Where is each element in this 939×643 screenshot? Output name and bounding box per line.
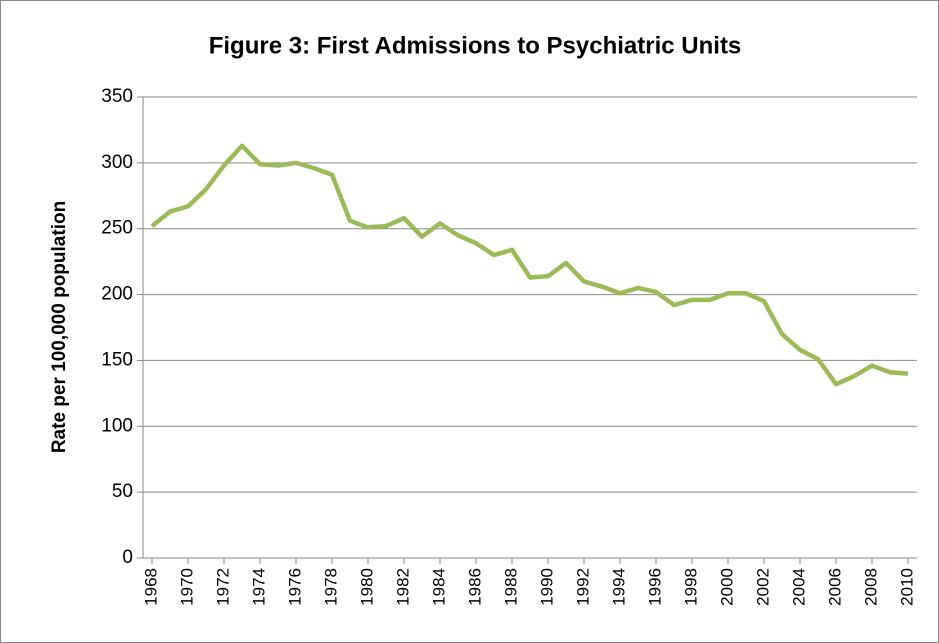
x-tick-label: 2010	[897, 568, 916, 606]
x-tick-label: 1984	[429, 568, 448, 606]
x-tick-label: 2002	[753, 568, 772, 606]
y-axis-label: Rate per 100,000 population	[49, 201, 70, 453]
y-tick-label: 150	[101, 349, 133, 370]
x-tick-label: 1978	[321, 568, 340, 606]
y-tick-label: 250	[101, 218, 133, 239]
x-tick-label: 1994	[609, 568, 628, 606]
x-tick-label: 1982	[393, 568, 412, 606]
y-tick-label: 0	[122, 547, 133, 568]
y-tick-label: 200	[101, 284, 133, 305]
y-tick-label: 100	[101, 415, 133, 436]
x-tick-label: 1990	[537, 568, 556, 606]
x-tick-label: 1986	[465, 568, 484, 606]
y-tick-label: 300	[101, 152, 133, 173]
data-line	[150, 143, 909, 387]
x-tick-label: 1996	[645, 568, 664, 606]
x-tick-label: 1968	[141, 568, 160, 606]
x-tick-label: 1988	[501, 568, 520, 606]
y-tick-label: 350	[101, 86, 133, 107]
x-tick-label: 1998	[681, 568, 700, 606]
x-tick-label: 2008	[861, 568, 880, 606]
x-tick-label: 1980	[357, 568, 376, 606]
x-tick-label: 1992	[573, 568, 592, 606]
y-tick-label: 50	[112, 481, 133, 502]
x-tick-label: 1976	[285, 568, 304, 606]
x-tick-label: 2006	[825, 568, 844, 606]
x-tick-label: 1970	[177, 568, 196, 606]
x-tick-label: 2004	[789, 568, 808, 606]
chart-title: Figure 3: First Admissions to Psychiatri…	[209, 32, 742, 59]
x-tick-label: 1972	[213, 568, 232, 606]
x-tick-label: 2000	[717, 568, 736, 606]
x-tick-label: 1974	[249, 568, 268, 606]
